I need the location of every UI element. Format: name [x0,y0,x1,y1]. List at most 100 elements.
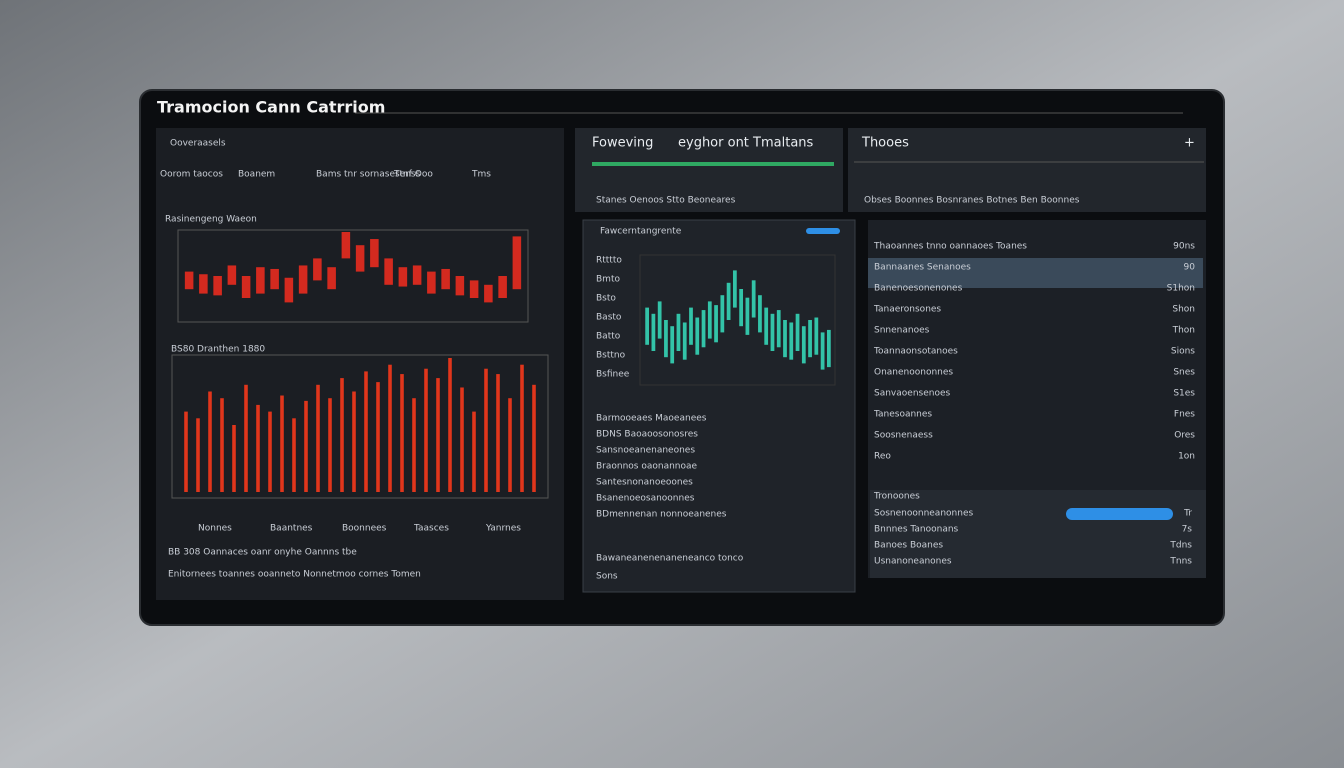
tab[interactable]: Boanem [238,170,275,180]
app-title: Tramocion Cann Catrriom [157,98,385,117]
row-label: Onanenoononnes [874,368,953,378]
row-label: Bnnnes Tanoonans [874,525,959,535]
bar [364,371,368,492]
panel-title: Ooveraasels [170,139,226,149]
row-value: Ores [1174,431,1195,441]
row-text: Santesnonanoeoones [596,478,693,488]
candle [664,320,668,358]
tab[interactable]: Ttnf Ooo [393,170,433,180]
tab[interactable]: Bams tnr sornasesenss [316,170,421,180]
candle [199,274,208,294]
row-text: BB 308 Oannaces oanr onyhe Oannns tbe [168,548,357,558]
bar [412,398,416,492]
candle [789,322,794,360]
panel-title: Thooes [861,136,909,151]
toggle[interactable] [806,228,840,234]
row-label: Reo [874,452,891,462]
chart-title: Rasinengeng Waeon [165,215,257,225]
tab[interactable]: Tms [471,170,491,180]
candle [814,317,819,355]
bar [472,411,476,492]
candle [776,310,781,348]
slider[interactable] [1066,508,1173,520]
panel-title: Fawcerntangrente [600,227,682,237]
candle [820,332,825,370]
candle [341,232,351,259]
candle [745,297,750,335]
bar [340,378,344,492]
bar [448,358,452,492]
tab: Yanrnes [485,524,521,534]
bar [508,398,512,492]
row-text: Barmooeaes Maoeanees [596,414,707,424]
tab[interactable]: Oorom taocos [160,170,223,180]
chart-frame [639,254,836,386]
candle [284,277,294,303]
row-value: Tr [1183,509,1192,519]
tab: Boonnees [342,524,387,534]
candle [732,270,737,308]
row-label: Sanvaoensenoes [874,389,950,399]
candle [355,245,365,272]
bar [520,364,524,492]
row-value: S1hon [1167,284,1195,294]
tab: Nonnes [198,524,232,534]
row-value: Snes [1173,368,1195,378]
bar [220,398,224,492]
row-label: Banenoesonenones [874,284,963,294]
center-top-panel [575,128,843,212]
bar [484,368,488,492]
candle [398,267,408,287]
candle [227,265,237,285]
candle [707,301,712,339]
candle [241,276,251,298]
candle [498,276,507,298]
candle [313,258,322,281]
row-value: 7s [1182,525,1193,535]
candle [427,271,436,294]
row-label: Soosnenaess [874,431,933,441]
row-text: BDNS Baoaoosonosres [596,430,698,440]
axis-label: Batto [596,332,621,342]
candle [184,271,194,290]
candle [670,326,675,364]
candle [751,280,756,318]
row-label: Thaoannes tnno oannaoes Toanes [873,242,1027,252]
candle [651,313,656,351]
candle [764,307,769,345]
bar [376,382,380,492]
candle [657,301,662,339]
tab: Taasces [413,524,449,534]
bar [304,400,308,492]
row-value: Tdns [1169,541,1192,551]
candle [826,329,831,368]
row-text: Sansnoeanenaneones [596,446,695,456]
row-value: 90ns [1173,242,1195,252]
bar [184,411,188,492]
candle [256,267,265,294]
row-text: Bawaneanenenaneneanco tonco [596,554,744,564]
bar [244,384,248,492]
bar [328,398,332,492]
candle [808,320,812,358]
axis-label: Rtttto [596,256,622,266]
row-label: Usnanoneanones [874,557,952,567]
chart-frame [171,354,549,499]
candle [455,276,465,296]
candle [441,268,450,290]
add-button[interactable]: + [1184,136,1195,151]
progress-bar [592,162,834,166]
bar [400,374,404,492]
center-panel [582,219,856,593]
right-footer [870,490,1206,578]
axis-label: Basto [596,313,622,323]
candle [770,313,775,351]
candle [689,307,693,345]
row-value: Sions [1171,347,1195,357]
candle [298,265,308,294]
bar [352,391,356,492]
row-text: Stanes Oenoos Stto Beoneares [596,196,736,206]
row-text: Bsanenoeosanoonnes [596,494,695,504]
tab: Baantnes [270,524,313,534]
